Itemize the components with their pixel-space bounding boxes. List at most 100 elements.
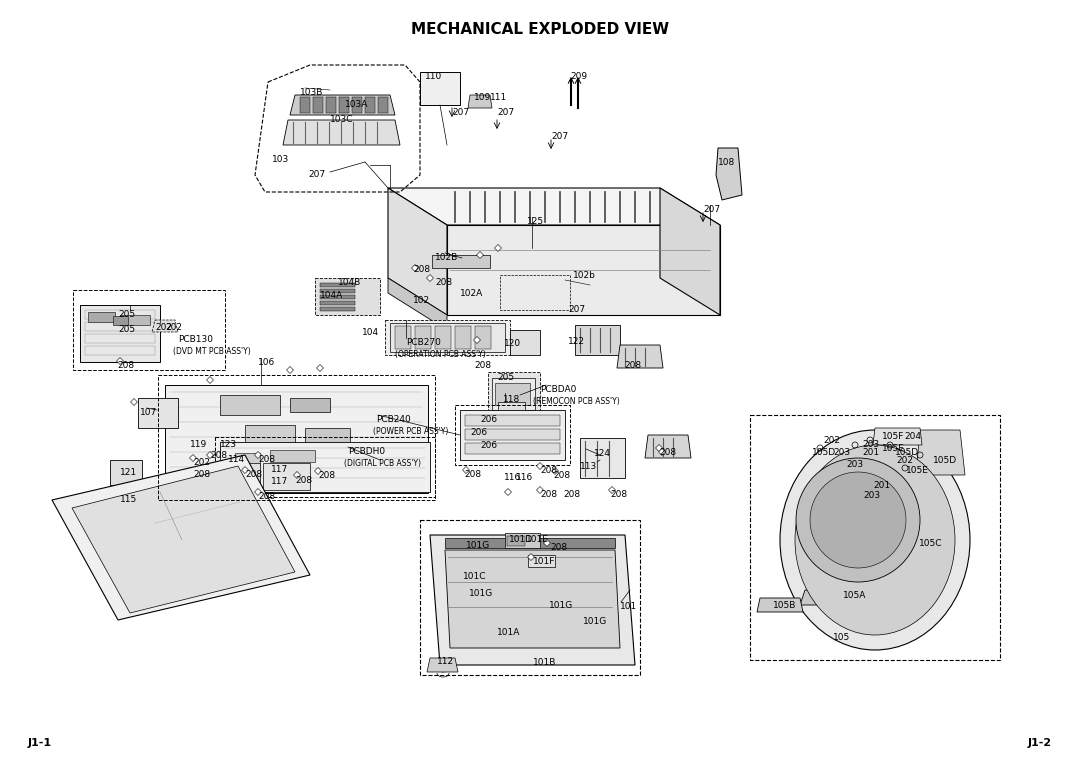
Polygon shape xyxy=(315,278,380,315)
Polygon shape xyxy=(537,462,543,469)
Text: PCBDA0: PCBDA0 xyxy=(540,385,577,394)
Text: 117: 117 xyxy=(271,477,288,486)
Polygon shape xyxy=(916,430,966,475)
Text: 208: 208 xyxy=(210,451,227,460)
Text: 207: 207 xyxy=(497,108,514,117)
Text: 101G: 101G xyxy=(583,617,607,626)
Text: 208: 208 xyxy=(540,490,557,499)
Polygon shape xyxy=(465,429,561,440)
Text: 116: 116 xyxy=(516,473,534,482)
Polygon shape xyxy=(465,415,561,426)
Polygon shape xyxy=(264,463,310,490)
Polygon shape xyxy=(476,252,484,259)
Polygon shape xyxy=(415,326,431,349)
Polygon shape xyxy=(220,442,430,492)
Polygon shape xyxy=(390,323,505,352)
Polygon shape xyxy=(498,402,525,418)
Polygon shape xyxy=(270,450,315,462)
Text: (DVD MT PCB ASS'Y): (DVD MT PCB ASS'Y) xyxy=(173,347,251,356)
Text: 101G: 101G xyxy=(549,601,573,610)
Text: 110: 110 xyxy=(426,72,442,81)
Text: 102b: 102b xyxy=(573,271,596,280)
Polygon shape xyxy=(235,453,260,465)
Text: 111: 111 xyxy=(490,93,508,102)
Polygon shape xyxy=(388,188,720,225)
Text: 206: 206 xyxy=(480,415,497,424)
Text: 115: 115 xyxy=(120,495,137,504)
Polygon shape xyxy=(552,468,558,475)
Polygon shape xyxy=(580,438,625,478)
Polygon shape xyxy=(228,463,260,490)
Polygon shape xyxy=(488,372,540,415)
Text: 208: 208 xyxy=(413,265,430,274)
Text: 105E: 105E xyxy=(906,466,929,475)
Text: 208: 208 xyxy=(117,361,134,370)
Polygon shape xyxy=(510,330,540,355)
Polygon shape xyxy=(242,466,248,474)
Text: J1-2: J1-2 xyxy=(1028,738,1052,748)
Text: 105A: 105A xyxy=(843,591,866,600)
Text: 105D: 105D xyxy=(812,448,836,457)
Ellipse shape xyxy=(795,445,955,635)
Polygon shape xyxy=(326,97,336,113)
Polygon shape xyxy=(388,188,447,315)
Text: 208: 208 xyxy=(295,476,312,485)
Text: 105: 105 xyxy=(833,633,850,642)
Text: 208: 208 xyxy=(659,448,676,457)
Polygon shape xyxy=(80,305,160,362)
Polygon shape xyxy=(320,301,355,305)
Circle shape xyxy=(796,458,920,582)
Polygon shape xyxy=(432,255,490,268)
Text: 123: 123 xyxy=(220,440,238,449)
Text: 101A: 101A xyxy=(497,628,521,637)
Text: 209: 209 xyxy=(570,72,588,81)
Text: J1-1: J1-1 xyxy=(28,738,52,748)
Text: 206: 206 xyxy=(480,441,497,450)
Text: PCB240: PCB240 xyxy=(376,415,410,424)
Text: 101G: 101G xyxy=(469,589,494,598)
Text: 205: 205 xyxy=(497,373,514,382)
Text: 112: 112 xyxy=(437,657,454,666)
Polygon shape xyxy=(465,443,561,454)
Text: 121: 121 xyxy=(120,468,137,477)
Text: 207: 207 xyxy=(568,305,585,314)
Text: 106: 106 xyxy=(258,358,275,367)
Polygon shape xyxy=(206,452,214,459)
Polygon shape xyxy=(255,452,261,459)
Text: 201: 201 xyxy=(862,448,879,457)
Text: 101G: 101G xyxy=(465,541,490,550)
Polygon shape xyxy=(537,487,543,494)
Polygon shape xyxy=(206,376,214,384)
Polygon shape xyxy=(120,315,150,325)
Text: 103A: 103A xyxy=(345,100,368,109)
Polygon shape xyxy=(527,553,535,561)
Text: (OPERATION PCB ASS'Y): (OPERATION PCB ASS'Y) xyxy=(395,350,486,359)
Polygon shape xyxy=(220,395,280,415)
Polygon shape xyxy=(110,460,141,485)
Polygon shape xyxy=(445,538,615,548)
Text: PCBDH0: PCBDH0 xyxy=(348,447,386,456)
Polygon shape xyxy=(528,555,555,567)
Polygon shape xyxy=(800,590,870,605)
Polygon shape xyxy=(462,466,470,474)
Text: (DIGITAL PCB ASS'Y): (DIGITAL PCB ASS'Y) xyxy=(345,459,421,468)
Text: 203: 203 xyxy=(833,448,850,457)
Text: 202: 202 xyxy=(896,456,913,465)
Text: 105D: 105D xyxy=(933,456,957,465)
Polygon shape xyxy=(495,244,501,252)
Polygon shape xyxy=(352,97,362,113)
Polygon shape xyxy=(165,385,428,493)
Text: 205: 205 xyxy=(118,325,135,334)
Polygon shape xyxy=(507,536,525,546)
Polygon shape xyxy=(427,275,433,282)
Polygon shape xyxy=(435,326,451,349)
Polygon shape xyxy=(445,550,620,648)
Text: 113: 113 xyxy=(580,462,597,471)
Polygon shape xyxy=(656,445,662,452)
Polygon shape xyxy=(131,398,137,405)
Polygon shape xyxy=(291,398,330,412)
Text: 103C: 103C xyxy=(330,115,353,124)
Text: 120: 120 xyxy=(504,339,522,348)
Text: 125: 125 xyxy=(527,217,544,226)
Polygon shape xyxy=(320,295,355,299)
